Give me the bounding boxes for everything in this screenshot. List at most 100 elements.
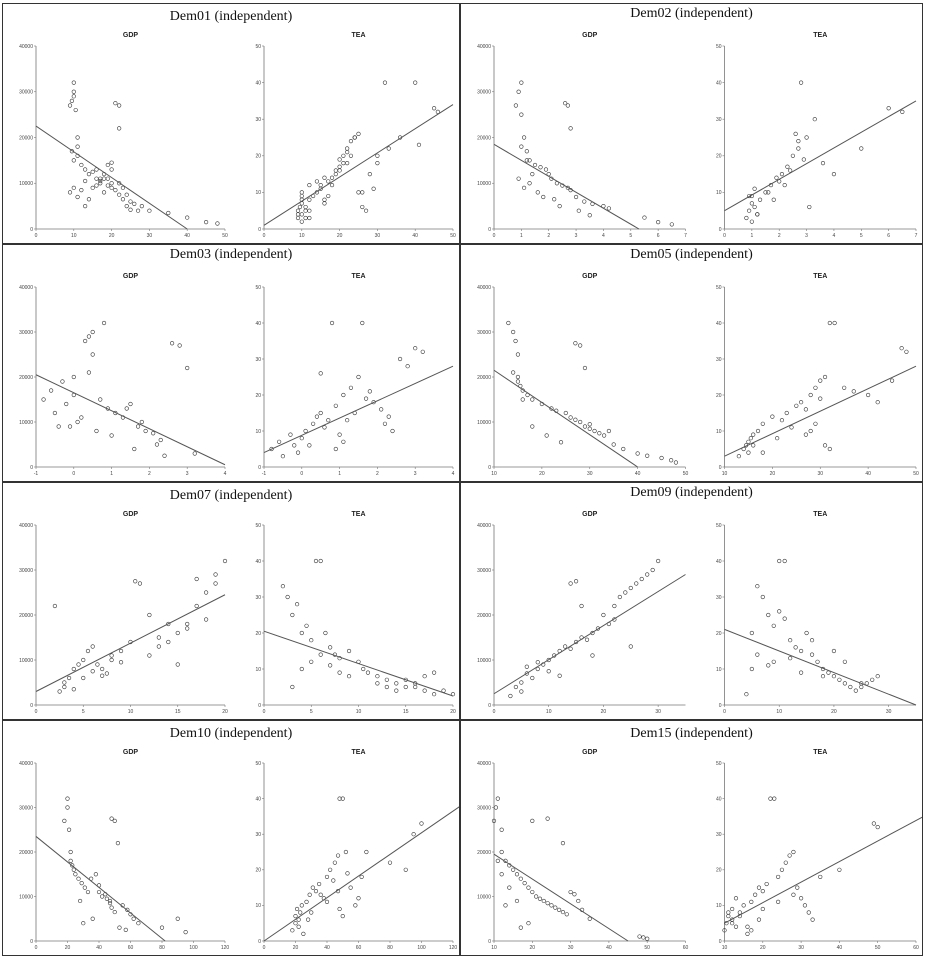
data-point bbox=[333, 168, 338, 173]
x-tick-label: 1 bbox=[110, 471, 113, 477]
data-point bbox=[568, 126, 573, 131]
data-point bbox=[71, 666, 76, 672]
data-point bbox=[317, 881, 322, 887]
data-point bbox=[757, 197, 763, 202]
data-point bbox=[337, 670, 342, 675]
y-tick-label: 20000 bbox=[19, 135, 33, 141]
data-point bbox=[109, 167, 114, 172]
data-point bbox=[516, 89, 521, 94]
x-tick-label: 3 bbox=[805, 233, 808, 239]
data-point bbox=[411, 832, 416, 837]
data-point bbox=[645, 936, 650, 941]
x-tick-label: 4 bbox=[833, 233, 836, 239]
data-point bbox=[94, 183, 99, 188]
data-point bbox=[809, 638, 815, 643]
x-tick-label: 20 bbox=[450, 709, 456, 715]
y-tick-label: 10 bbox=[255, 429, 261, 435]
data-point bbox=[382, 421, 388, 426]
data-point bbox=[639, 576, 644, 582]
x-tick-label: 60 bbox=[128, 945, 134, 951]
data-point bbox=[749, 201, 754, 206]
x-tick-label: 30 bbox=[886, 709, 892, 715]
data-point bbox=[606, 206, 611, 211]
data-point bbox=[277, 439, 282, 444]
data-point bbox=[511, 867, 516, 872]
subplot-title: GDP bbox=[123, 511, 139, 518]
data-point bbox=[837, 867, 842, 872]
data-point bbox=[79, 162, 84, 168]
x-tick-label: 40 bbox=[412, 233, 418, 239]
data-point bbox=[788, 168, 793, 173]
data-point bbox=[71, 687, 76, 692]
data-point bbox=[306, 917, 311, 922]
data-point bbox=[853, 688, 858, 693]
x-tick-label: 7 bbox=[684, 233, 687, 239]
data-point bbox=[162, 453, 167, 458]
y-tick-label: 30 bbox=[716, 832, 722, 838]
data-point bbox=[192, 451, 197, 456]
y-tick-label: 20 bbox=[255, 393, 261, 399]
data-point bbox=[741, 903, 746, 908]
data-point bbox=[733, 896, 739, 901]
data-point bbox=[563, 101, 568, 106]
data-point bbox=[746, 439, 751, 444]
data-point bbox=[125, 907, 130, 912]
data-point bbox=[303, 428, 308, 434]
data-point bbox=[166, 621, 171, 627]
data-point bbox=[859, 681, 864, 686]
data-point bbox=[175, 916, 180, 921]
data-point bbox=[420, 349, 425, 354]
y-tick-label: 20 bbox=[716, 631, 722, 637]
data-point bbox=[66, 675, 72, 681]
data-point bbox=[568, 415, 573, 420]
subplot-gdp: GDP 0 10000 20000 30000 40000 0 10 20 30 40 50 bbox=[19, 32, 228, 239]
data-point bbox=[323, 630, 328, 636]
data-point bbox=[514, 898, 520, 904]
data-point bbox=[213, 572, 218, 577]
data-point bbox=[52, 410, 58, 416]
data-point bbox=[766, 612, 771, 618]
data-point bbox=[775, 436, 780, 441]
data-point bbox=[394, 681, 399, 686]
data-point bbox=[795, 885, 800, 890]
data-point bbox=[98, 178, 103, 184]
x-tick-label: 0 bbox=[263, 233, 266, 239]
data-point bbox=[791, 892, 796, 897]
data-point bbox=[204, 617, 209, 622]
data-point bbox=[363, 396, 369, 401]
x-tick-label: 60 bbox=[683, 945, 689, 951]
x-tick-label: 0 bbox=[493, 709, 496, 715]
y-tick-label: 40 bbox=[255, 796, 261, 802]
data-point bbox=[521, 135, 527, 140]
data-point bbox=[519, 689, 524, 694]
x-tick-label: 120 bbox=[449, 945, 458, 951]
data-point bbox=[790, 153, 795, 158]
data-point bbox=[560, 840, 566, 846]
data-point bbox=[139, 204, 144, 209]
y-tick-label: 0 bbox=[258, 465, 261, 471]
data-point bbox=[557, 673, 562, 678]
data-point bbox=[752, 186, 757, 191]
fit-line bbox=[724, 816, 922, 924]
y-tick-label: 10000 bbox=[477, 658, 491, 664]
x-tick-label: 0 bbox=[72, 471, 75, 477]
data-point bbox=[530, 397, 535, 402]
y-tick-label: 20 bbox=[255, 154, 261, 160]
data-point bbox=[656, 558, 661, 564]
y-tick-label: 20 bbox=[716, 393, 722, 399]
data-point bbox=[79, 881, 84, 886]
figure-grid: Dem01 (independent) GDP 0 10000 20000 30000 4… bbox=[2, 3, 923, 956]
data-point bbox=[565, 185, 570, 190]
data-point bbox=[590, 653, 595, 658]
data-point bbox=[124, 204, 129, 209]
data-point bbox=[115, 840, 120, 846]
data-point bbox=[521, 185, 527, 190]
data-point bbox=[177, 343, 182, 348]
y-tick-label: 20000 bbox=[19, 850, 33, 856]
data-point bbox=[793, 131, 798, 136]
y-tick-label: 40 bbox=[716, 80, 722, 86]
x-tick-label: 4 bbox=[224, 471, 227, 477]
data-point bbox=[530, 889, 535, 895]
data-point bbox=[318, 410, 323, 416]
panel-title: Dem03 (independent) bbox=[169, 247, 293, 262]
